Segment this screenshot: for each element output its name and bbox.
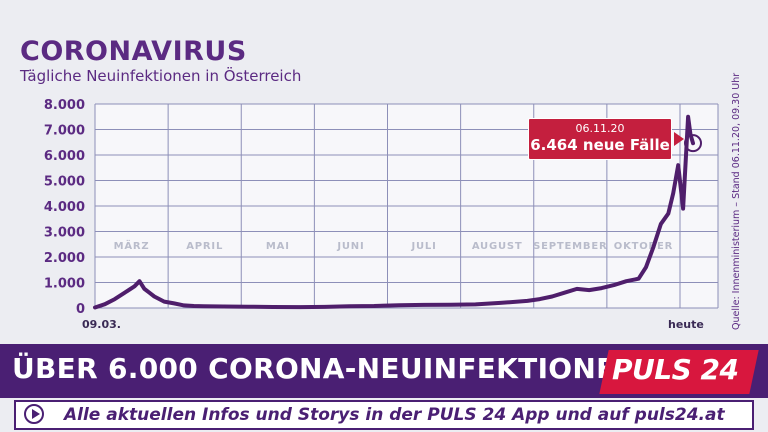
data-point <box>373 304 376 308</box>
data-point <box>550 295 554 298</box>
month-label: SEPTEMBER <box>533 241 607 252</box>
data-point <box>148 291 151 294</box>
y-tick-label: 1.000 <box>44 277 85 292</box>
news-ticker-headline-bar: ÜBER 6.000 CORONA-NEUINFEKTIONEN PULS 24 <box>0 344 768 398</box>
data-point <box>93 306 97 309</box>
month-label: MÄRZ <box>114 238 150 252</box>
month-label: JUNI <box>336 241 364 252</box>
data-point <box>474 303 477 306</box>
y-tick-label: 5.000 <box>44 175 85 190</box>
chart-area: 0 1.000 2.000 3.000 4.000 5.000 6.000 7.000 8.00… <box>20 36 742 331</box>
data-point <box>397 303 401 307</box>
data-point <box>575 287 579 291</box>
chart-title: CORONAVIRUS <box>20 36 247 67</box>
data-point <box>686 115 690 118</box>
series-line-neuinfektionen <box>93 114 695 310</box>
annotation-value: 6.464 neue Fälle <box>530 136 670 154</box>
data-point <box>538 297 541 301</box>
data-point <box>612 283 616 287</box>
y-tick-label: 2.000 <box>44 251 85 266</box>
play-circle-icon[interactable] <box>24 404 44 424</box>
data-point <box>672 192 675 195</box>
data-point <box>103 302 107 306</box>
y-tick-label: 6.000 <box>44 149 85 164</box>
data-point <box>172 302 176 305</box>
data-point <box>182 304 186 307</box>
brand-logo: PULS 24 <box>612 353 739 386</box>
y-tick-label: 8.000 <box>44 98 85 113</box>
source-note: Quelle: Innenministerium – Stand 06.11.2… <box>731 72 742 330</box>
data-point <box>113 297 116 301</box>
annotation-callout: 06.11.20 6.464 neue Fälle <box>528 118 672 160</box>
y-tick-label: 0 <box>76 302 85 317</box>
y-tick-label: 3.000 <box>44 226 85 241</box>
data-point <box>600 286 603 290</box>
data-point <box>422 303 425 307</box>
data-point <box>449 303 453 306</box>
data-point <box>138 280 141 283</box>
data-point <box>676 164 680 167</box>
month-label: JULI <box>410 241 436 252</box>
annotation-date: 06.11.20 <box>575 122 625 135</box>
data-point <box>652 245 655 248</box>
data-point <box>222 305 225 308</box>
ticker-headline: ÜBER 6.000 CORONA-NEUINFEKTIONEN <box>12 352 640 385</box>
data-point <box>162 300 166 303</box>
data-point <box>153 295 156 298</box>
data-point <box>271 305 275 309</box>
x-end-label: heute <box>668 318 704 331</box>
data-point <box>123 291 126 294</box>
y-tick-label: 4.000 <box>44 200 85 215</box>
data-point <box>637 277 640 280</box>
data-point <box>526 299 529 303</box>
y-tick-label: 7.000 <box>44 124 85 139</box>
news-ticker-subline-bar: Alle aktuellen Infos und Storys in der P… <box>14 400 754 430</box>
data-point <box>667 212 670 215</box>
data-point <box>323 305 327 309</box>
data-point <box>563 291 566 294</box>
data-point <box>133 285 136 288</box>
data-point <box>499 301 502 305</box>
chart-subtitle: Tägliche Neuinfektionen in Österreich <box>20 67 302 85</box>
data-point <box>644 266 648 269</box>
data-point <box>202 305 205 308</box>
month-label: OKTOBER <box>614 241 673 252</box>
callout-pointer <box>674 132 684 146</box>
month-label: AUGUST <box>472 241 523 252</box>
data-point <box>348 305 351 308</box>
month-label: MAI <box>266 241 290 252</box>
highlight-ring <box>684 134 702 153</box>
x-start-label: 09.03. <box>82 318 121 331</box>
data-point <box>192 304 196 308</box>
data-point <box>625 280 628 283</box>
data-point <box>691 141 695 145</box>
data-point <box>298 305 302 309</box>
month-label: APRIL <box>186 241 223 252</box>
data-point <box>143 287 146 291</box>
data-point <box>659 222 663 226</box>
data-point <box>247 305 250 308</box>
data-point <box>588 288 591 292</box>
ticker-subline: Alle aktuellen Infos und Storys in der P… <box>64 405 725 425</box>
data-point <box>681 207 685 210</box>
